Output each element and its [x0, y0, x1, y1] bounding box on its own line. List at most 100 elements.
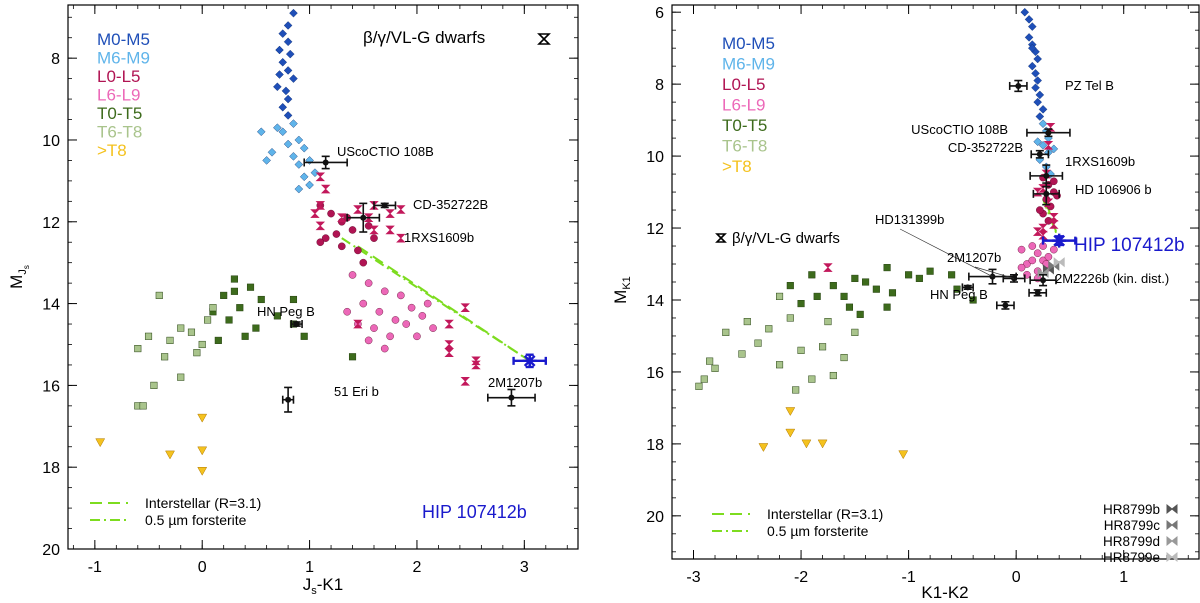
- left-point-l6-l9: [391, 316, 400, 324]
- left-point-m0-m5: [289, 74, 298, 83]
- right-point-t6-t8: [792, 386, 800, 394]
- left-point-m0-m5: [273, 82, 282, 92]
- right-point-t0-t5: [872, 285, 880, 293]
- left-ytick-label: 12: [42, 215, 60, 232]
- left-young-label: β/γ/VL-G dwarfs: [363, 28, 485, 47]
- left-point-t0-t5: [241, 332, 249, 340]
- left-point-t6-t8: [150, 381, 158, 389]
- right-point-t6-t8: [808, 375, 816, 383]
- left-point-t8: [197, 467, 208, 476]
- right-point-t6-t8: [765, 325, 773, 333]
- right-legend-m0-m5: M0-M5: [722, 34, 775, 53]
- right-point-m6-m9: [1038, 119, 1048, 128]
- left-point-t0-t5: [230, 287, 238, 295]
- left-point-vl-g-dwarfs: [460, 303, 470, 312]
- left-point-m6-m9: [289, 119, 298, 128]
- right-point-t0-t5: [948, 271, 956, 279]
- right-point-l6-l9: [1023, 260, 1031, 268]
- left-object-51-eri-b-label: 51 Eri b: [334, 384, 379, 399]
- left-point-m0-m5: [283, 37, 293, 47]
- left-object-2m1207b-point: [508, 394, 515, 401]
- left-point-vl-g-dwarfs: [353, 319, 363, 329]
- left-point-vl-g-dwarfs: [471, 356, 481, 366]
- right-point-l6-l9: [1033, 249, 1042, 258]
- right-young-label: β/γ/VL-G dwarfs: [732, 230, 840, 247]
- left-point-l6-l9: [402, 320, 411, 328]
- right-point-m0-m5: [1031, 69, 1040, 78]
- left-point-t6-t8: [198, 340, 206, 349]
- left-point-l6-l9: [380, 344, 389, 353]
- right-point-vl-g-dwarfs: [1043, 140, 1054, 150]
- left-point-l6-l9: [364, 279, 373, 287]
- right-legend-t0-t5: T0-T5: [722, 116, 767, 135]
- right-legend-t6-t8: T6-T8: [722, 137, 767, 156]
- right-y-axis-label: MK1: [611, 276, 633, 304]
- left-target-name: HIP 107412b: [422, 502, 527, 522]
- right-young-legend: β/γ/VL-G dwarfs: [715, 230, 840, 247]
- right-ytick-label: 18: [646, 437, 664, 454]
- right-point-t6-t8: [851, 328, 859, 336]
- right-point-t6-t8: [824, 318, 832, 326]
- right-object-2m2226b-kin-dist-label: 2M2226b (kin. dist.): [1055, 271, 1169, 286]
- right-point-m0-m5: [1028, 61, 1037, 71]
- left-point-l0-l5: [321, 234, 330, 242]
- right-ytick-label: 20: [646, 509, 664, 526]
- left-point-vl-g-dwarfs: [310, 209, 320, 218]
- right-point-t8: [898, 450, 909, 460]
- left-point-t0-t5: [220, 291, 228, 299]
- left-point-l0-l5: [332, 230, 341, 238]
- left-point-t6-t8: [177, 373, 185, 381]
- left-xtick-label: 0: [198, 559, 207, 576]
- left-point-m6-m9: [305, 180, 314, 190]
- right-point-t0-t5: [797, 300, 805, 308]
- right-object-hd131399b-label: HD131399b: [875, 212, 944, 227]
- right-hr-legend-hr8799b: HR8799b: [1103, 502, 1160, 517]
- right-point-m0-m5: [1031, 83, 1040, 93]
- right-object-hd131399b-leader: [899, 228, 993, 277]
- left-point-t0-t5: [214, 336, 222, 344]
- left-point-m6-m9: [262, 156, 271, 165]
- right-ytick-label: 8: [655, 77, 664, 94]
- left-point-m6-m9: [283, 139, 293, 149]
- left-point-l0-l5: [316, 238, 325, 247]
- left-point-l6-l9: [364, 336, 373, 345]
- right-point-t0-t5: [840, 292, 848, 300]
- right-point-l6-l9: [1028, 256, 1037, 265]
- left-point-vl-g-dwarfs: [385, 209, 395, 218]
- left-object-uscoctio-108b-point: [322, 159, 329, 166]
- right-point-t6-t8: [819, 343, 827, 351]
- left-point-t6-t8: [187, 328, 196, 336]
- left-point-m6-m9: [267, 147, 277, 157]
- left-point-l6-l9: [348, 271, 357, 279]
- left-xtick-label: -1: [88, 559, 102, 576]
- left-line-interstellar-r-3-1: [357, 245, 531, 362]
- left-object-2m1207b-label: 2M1207b: [488, 375, 542, 390]
- left-object-1rxs1609b-point: [360, 214, 367, 221]
- right-point-l6-l9: [1017, 245, 1026, 254]
- left-point-l6-l9: [380, 287, 389, 296]
- right-x-axis-label: K1-K2: [921, 583, 968, 602]
- right-legend-interstellar: Interstellar (R=3.1): [767, 506, 883, 522]
- left-point-l6-l9: [413, 332, 421, 341]
- right-point-t0-t5: [813, 292, 821, 300]
- left-point-t8: [197, 446, 208, 456]
- right-object-pz-tel-b-label: PZ Tel B: [1065, 78, 1114, 93]
- right-legend-gt-t8: >T8: [722, 157, 752, 176]
- right-object-2m1207b-leader: [974, 266, 1015, 279]
- left-point-l6-l9: [423, 299, 432, 308]
- left-point-vl-g-dwarfs: [460, 377, 470, 386]
- left-point-vl-g-dwarfs: [444, 319, 454, 329]
- right-point-l6-l9: [1050, 245, 1058, 254]
- left-y-axis-label: MJs: [7, 265, 31, 289]
- left-point-m6-m9: [256, 127, 266, 137]
- left-point-m6-m9: [273, 123, 282, 132]
- right-point-t6-t8: [776, 292, 784, 300]
- left-point-t6-t8: [134, 345, 142, 353]
- right-point-hr8799e: [1053, 257, 1065, 268]
- left-point-m0-m5: [278, 29, 288, 38]
- left-point-l6-l9: [429, 324, 437, 332]
- right-legend-l6-l9: L6-L9: [722, 96, 765, 115]
- right-object-unlabeled-9-point: [1002, 302, 1009, 309]
